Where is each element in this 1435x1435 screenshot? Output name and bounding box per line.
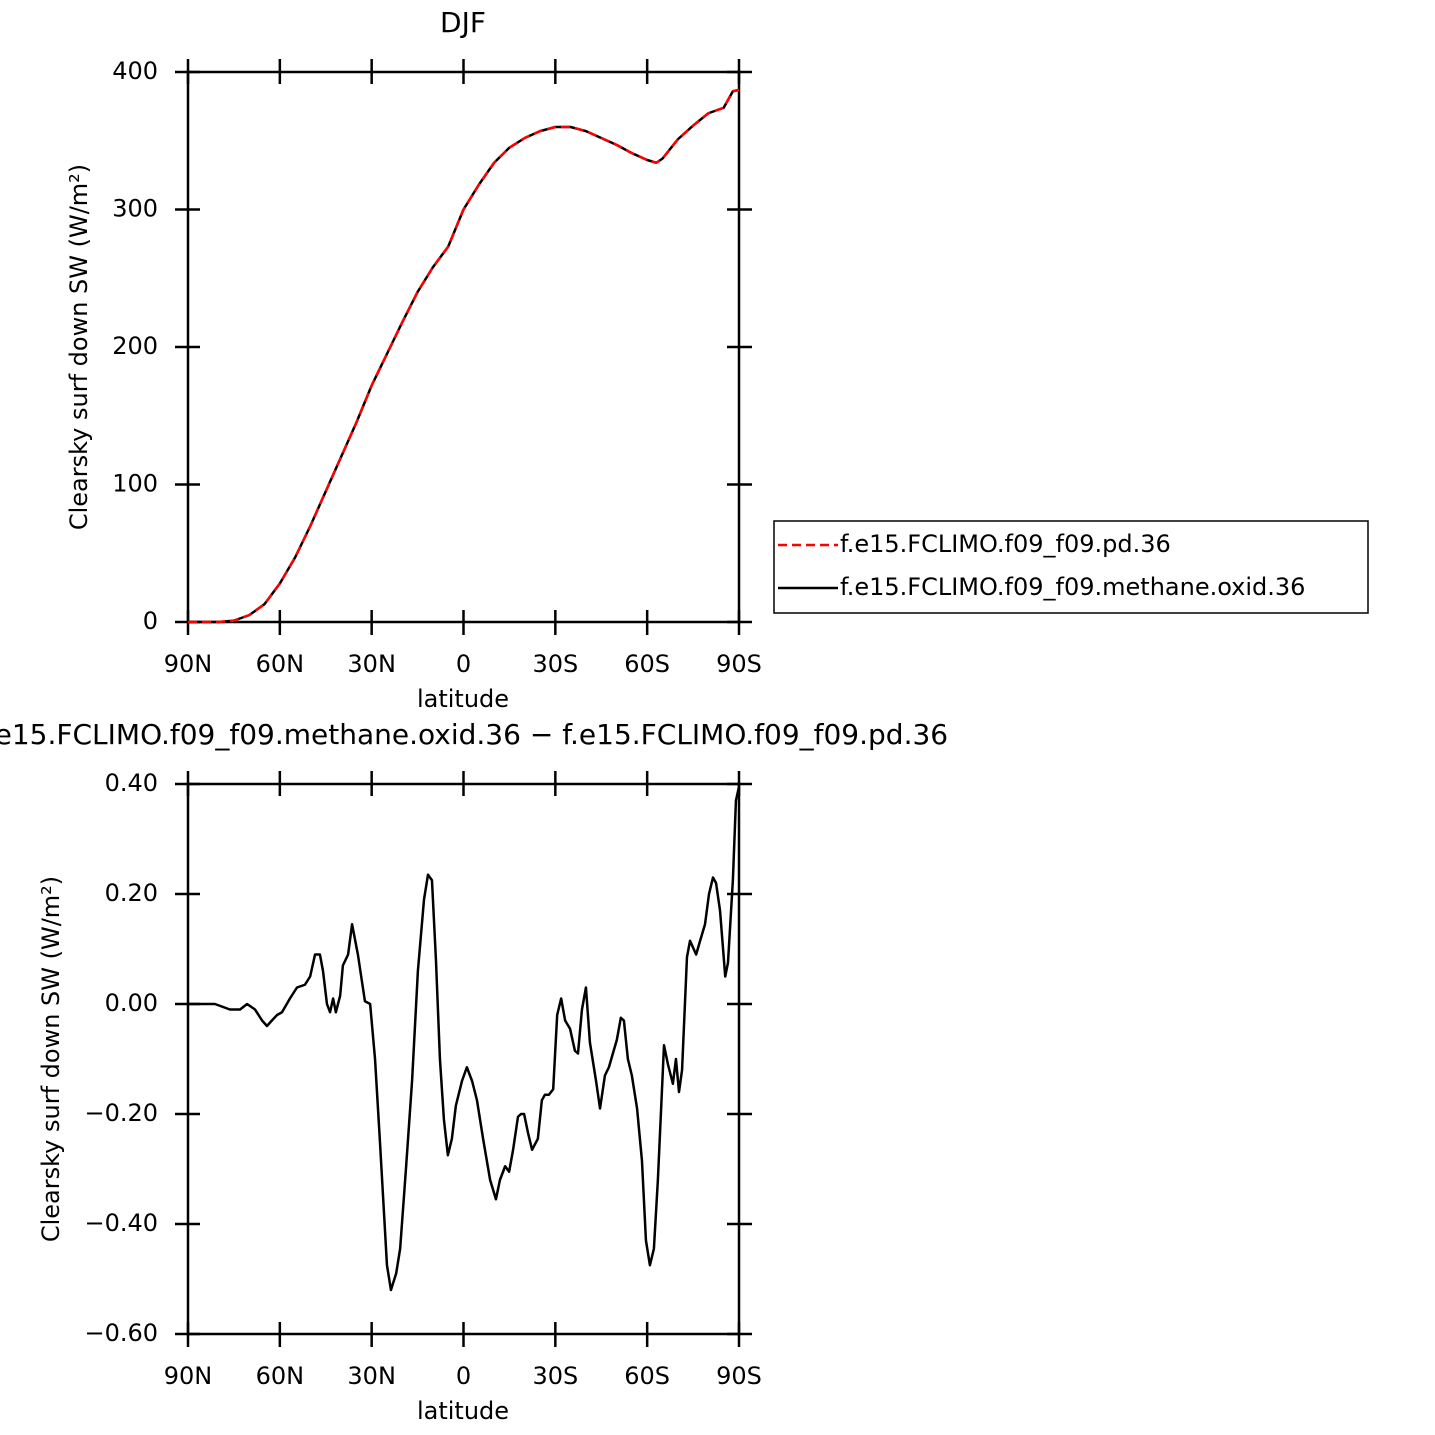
x-tick-label: 60N <box>256 650 305 678</box>
data-line <box>188 88 740 624</box>
y-tick-label: −0.40 <box>84 1209 158 1237</box>
y-tick-label: −0.60 <box>84 1319 158 1347</box>
y-tick-label: 0.00 <box>105 989 158 1017</box>
y-tick-label: 0.20 <box>105 879 158 907</box>
x-tick-label: 30S <box>532 1362 578 1390</box>
x-tick-label: 30N <box>347 650 396 678</box>
y-tick-label: 0.40 <box>105 769 158 797</box>
x-tick-label: 90N <box>164 650 213 678</box>
chart-title: DJF <box>440 6 486 39</box>
y-tick-label: 300 <box>112 195 158 223</box>
x-tick-label: 0 <box>456 1362 471 1390</box>
x-tick-label: 30S <box>532 650 578 678</box>
x-tick-label: 60N <box>256 1362 305 1390</box>
y-tick-label: 400 <box>112 57 158 85</box>
y-tick-label: −0.20 <box>84 1099 158 1127</box>
x-tick-label: 30N <box>347 1362 396 1390</box>
chart-title: f.e15.FCLIMO.f09_f09.methane.oxid.36 − f… <box>0 718 948 751</box>
data-line <box>188 88 740 624</box>
x-tick-label: 90S <box>716 650 762 678</box>
data-line <box>188 786 741 1292</box>
x-tick-label: 90N <box>164 1362 213 1390</box>
x-axis-label: latitude <box>417 685 509 713</box>
x-tick-label: 60S <box>624 650 670 678</box>
y-tick-label: 0 <box>143 607 158 635</box>
plot-frame <box>186 782 741 1336</box>
y-tick-label: 200 <box>112 332 158 360</box>
plot-frame <box>186 70 741 624</box>
x-axis-label: latitude <box>417 1397 509 1425</box>
x-tick-label: 0 <box>456 650 471 678</box>
y-axis-label: Clearsky surf down SW (W/m²) <box>37 876 65 1242</box>
y-axis-label: Clearsky surf down SW (W/m²) <box>65 164 93 530</box>
x-tick-label: 90S <box>716 1362 762 1390</box>
legend-box <box>773 520 1369 614</box>
y-tick-label: 100 <box>112 470 158 498</box>
legend-label: f.e15.FCLIMO.f09_f09.methane.oxid.36 <box>840 573 1305 601</box>
x-tick-label: 60S <box>624 1362 670 1390</box>
legend-label: f.e15.FCLIMO.f09_f09.pd.36 <box>840 530 1171 558</box>
